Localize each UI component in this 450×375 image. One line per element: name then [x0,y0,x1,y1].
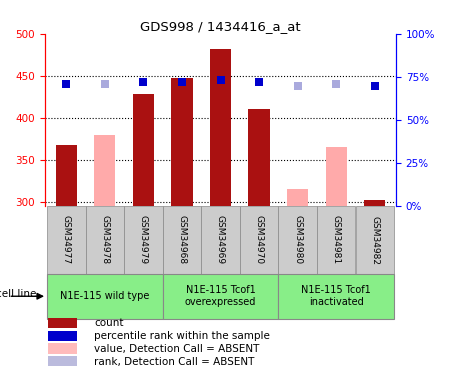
Text: GSM34982: GSM34982 [370,216,379,264]
Text: GSM34978: GSM34978 [100,215,109,265]
Text: GSM34970: GSM34970 [255,215,264,265]
Bar [248,110,270,206]
Text: GSM34977: GSM34977 [62,215,71,265]
Text: N1E-115 Tcof1
overexpressed: N1E-115 Tcof1 overexpressed [185,285,256,307]
Point [371,82,378,88]
Bar [133,94,154,206]
Text: GSM34981: GSM34981 [332,215,341,265]
Point [101,81,108,87]
Text: rank, Detection Call = ABSENT: rank, Detection Call = ABSENT [94,357,254,366]
Text: cell line: cell line [0,290,36,299]
Bar [49,344,77,354]
Point [140,79,147,85]
Text: N1E-115 wild type: N1E-115 wild type [60,291,149,301]
Point [178,79,185,85]
Point [217,77,224,83]
Bar [56,145,77,206]
Text: value, Detection Call = ABSENT: value, Detection Call = ABSENT [94,344,259,354]
Bar [364,200,385,206]
Point [63,81,70,87]
Bar [279,206,317,274]
Bar [86,206,124,274]
Bar [171,78,193,206]
Bar [326,147,347,206]
Bar [49,356,77,366]
Bar [47,274,162,319]
Bar [240,206,279,274]
Point [294,82,301,88]
Bar [317,206,356,274]
Point [333,81,340,87]
Bar [210,49,231,206]
Bar [279,274,394,319]
Point [256,79,263,85]
Bar [356,206,394,274]
Bar [124,206,162,274]
Text: N1E-115 Tcof1
inactivated: N1E-115 Tcof1 inactivated [302,285,371,307]
Text: GSM34969: GSM34969 [216,215,225,265]
Bar [94,135,115,206]
Bar [47,206,86,274]
Bar [162,274,279,319]
Text: percentile rank within the sample: percentile rank within the sample [94,331,270,341]
Text: GSM34968: GSM34968 [177,215,186,265]
Bar [201,206,240,274]
Text: GSM34980: GSM34980 [293,215,302,265]
Title: GDS998 / 1434416_a_at: GDS998 / 1434416_a_at [140,20,301,33]
Bar [162,206,201,274]
Text: GSM34979: GSM34979 [139,215,148,265]
Text: count: count [94,318,123,328]
Bar [49,318,77,328]
Bar [287,189,308,206]
Bar [49,331,77,341]
